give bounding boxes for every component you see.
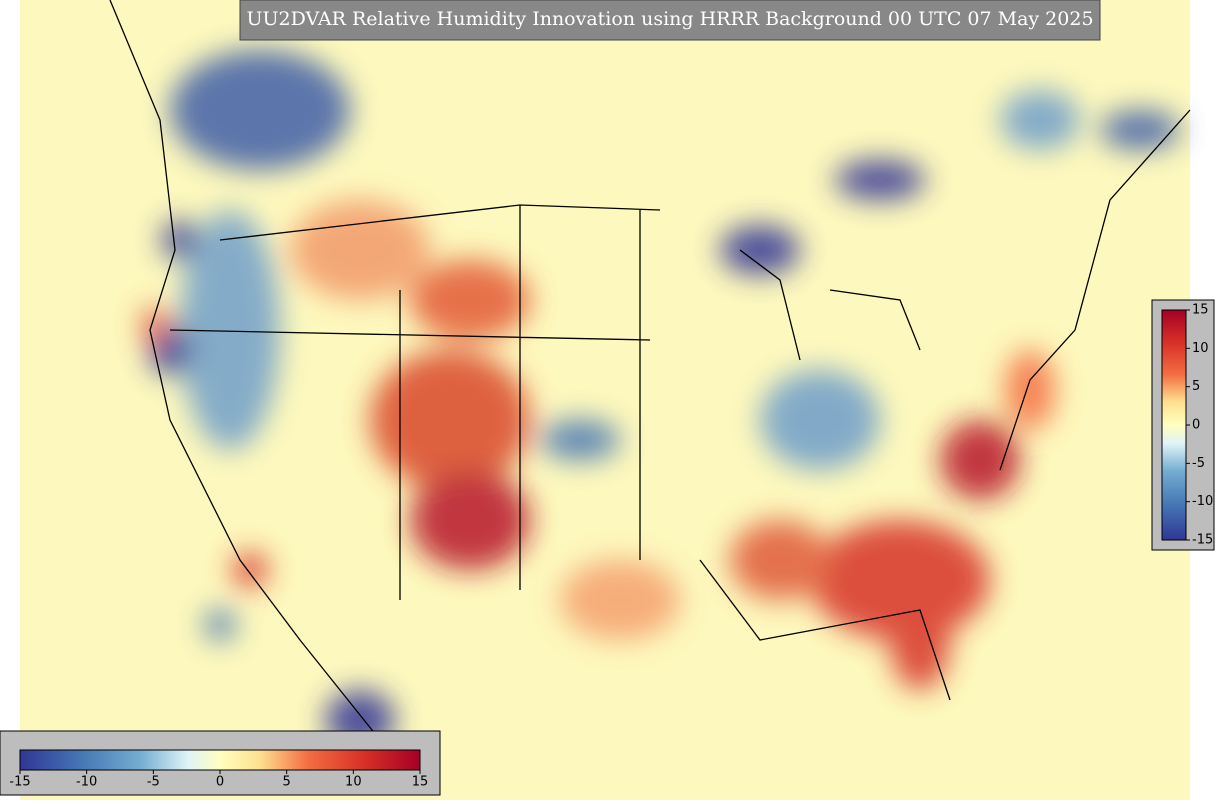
- colorbar: [1161, 309, 1187, 541]
- tick-label: 0: [1192, 418, 1200, 433]
- tick-label: 15: [1192, 303, 1209, 318]
- tick-label: 0: [216, 775, 224, 790]
- tick-label: -15: [1192, 533, 1213, 548]
- tick-label: 10: [345, 775, 362, 790]
- colorbar: [19, 749, 421, 771]
- tick-label: 10: [1192, 341, 1209, 356]
- tick-label: -5: [147, 775, 160, 790]
- tick-label: -10: [76, 775, 97, 790]
- tick-label: -5: [1192, 456, 1205, 471]
- title-box: [239, 0, 1101, 41]
- colorbar-right: 15 10 5 0 -5 -10 -15: [1151, 299, 1215, 551]
- title: UU2DVAR Relative Humidity Innovation usi…: [246, 8, 1093, 30]
- tick-label: 5: [283, 775, 291, 790]
- tick-label: 5: [1192, 379, 1200, 394]
- tick-label: -15: [9, 775, 30, 790]
- field: [141, 50, 1180, 750]
- colorbar-bottom: -15 -10 -5 0 5 10 15: [0, 730, 441, 796]
- boundaries: [109, 0, 1191, 741]
- tick-label: -10: [1192, 494, 1213, 509]
- tick-label: 15: [412, 775, 429, 790]
- map: [20, 0, 1191, 800]
